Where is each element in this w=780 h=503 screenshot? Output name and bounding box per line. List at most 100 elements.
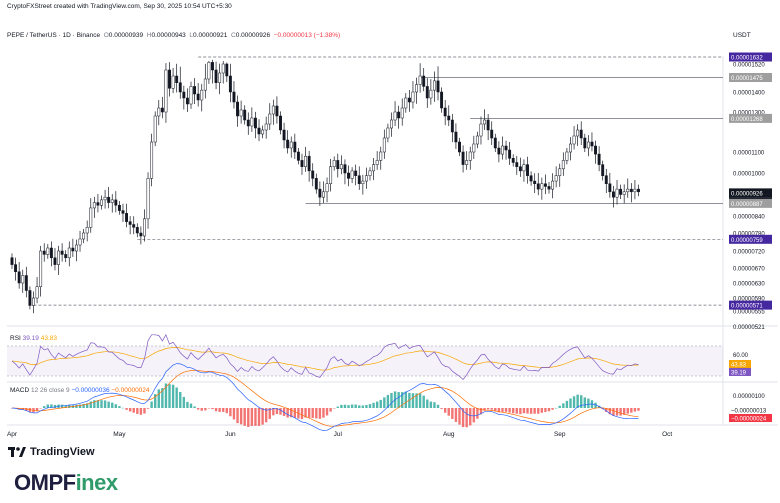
change-value: −0.00000013 (−1.38%) bbox=[273, 32, 341, 39]
price-tick-label: 0.00001000 bbox=[733, 172, 765, 178]
macd-hist-bar bbox=[318, 408, 322, 419]
macd-hist-bar bbox=[229, 408, 232, 417]
macd-hist-bar bbox=[379, 399, 382, 408]
macd-hist-bar bbox=[619, 408, 622, 416]
candle-up bbox=[411, 91, 415, 103]
price-badge: 0.00000887 bbox=[729, 198, 772, 208]
candle-down bbox=[450, 119, 454, 133]
candle-up bbox=[171, 75, 175, 89]
rsi-badge-bg bbox=[729, 360, 751, 368]
macd-hist-bar bbox=[204, 408, 207, 411]
time-axis-label: May bbox=[113, 431, 126, 438]
macd-hist-bar bbox=[107, 401, 110, 408]
macd-hist-bar bbox=[286, 408, 289, 418]
candle-down bbox=[397, 111, 401, 119]
candle-up bbox=[368, 170, 372, 176]
macd-hist-bar bbox=[46, 404, 49, 408]
price-badge-label: 0.00000887 bbox=[731, 202, 763, 208]
macd-hist-bar bbox=[569, 398, 572, 408]
candle-down bbox=[604, 175, 608, 184]
macd-hist-bar bbox=[96, 400, 100, 408]
candle-down bbox=[511, 158, 515, 163]
candle-down bbox=[440, 91, 444, 109]
macd-hist-bar bbox=[35, 408, 39, 412]
candle-down bbox=[343, 164, 347, 174]
macd-hist-bar bbox=[82, 403, 85, 408]
candle-down bbox=[14, 264, 18, 273]
candle-up bbox=[393, 111, 397, 121]
candle-up bbox=[418, 75, 422, 85]
macd-hist-bar bbox=[182, 396, 186, 408]
price-tick-label: 0.00001100 bbox=[733, 151, 765, 157]
candle-down bbox=[243, 109, 247, 121]
macd-hist-bar bbox=[50, 404, 53, 408]
macd-hist-bar bbox=[515, 408, 518, 414]
candle-up bbox=[250, 117, 254, 127]
symbol-name[interactable]: PEPE / TetherUS · 1D · Binance bbox=[7, 32, 101, 39]
macd-hist-bar bbox=[533, 408, 536, 414]
price-tick-label: 0.00000555 bbox=[733, 310, 765, 316]
macd-hist-bar bbox=[576, 394, 579, 408]
price-badge-label: 0.00001475 bbox=[731, 76, 763, 82]
candle-up bbox=[78, 238, 82, 246]
candle-up bbox=[479, 123, 483, 137]
price-badge-bg bbox=[729, 300, 772, 310]
candle-down bbox=[228, 75, 232, 93]
macd-hist-bar bbox=[383, 397, 386, 408]
macd-hist-bar bbox=[497, 408, 501, 413]
candle-down bbox=[135, 227, 139, 234]
candle-down bbox=[60, 250, 64, 255]
candle-up bbox=[615, 188, 619, 198]
macd-hist-bar bbox=[343, 404, 347, 408]
macd-params: 12 26 close 9 bbox=[31, 387, 71, 394]
candle-up bbox=[110, 199, 114, 203]
macd-hist-bar bbox=[368, 404, 372, 408]
candle-up bbox=[39, 250, 43, 287]
candle-down bbox=[347, 172, 350, 179]
macd-hist-bar bbox=[404, 391, 407, 408]
macd-hist-bar bbox=[429, 401, 433, 408]
price-badge-bg bbox=[729, 73, 772, 82]
candle-up bbox=[554, 175, 558, 182]
macd-hist-bar bbox=[501, 408, 504, 412]
price-badge-bg bbox=[729, 188, 772, 198]
candle-down bbox=[232, 91, 236, 103]
macd-hist-bar bbox=[111, 402, 114, 408]
candle-up bbox=[264, 123, 268, 131]
macd-hist-bar bbox=[386, 394, 390, 408]
macd-hist-bar bbox=[504, 408, 508, 412]
candle-down bbox=[17, 271, 21, 284]
price-tick-label: 0.00001300 bbox=[733, 111, 765, 117]
macd-hist-bar bbox=[476, 408, 479, 419]
candle-down bbox=[407, 97, 411, 103]
macd-hist-bar bbox=[114, 404, 118, 408]
candle-down bbox=[336, 160, 340, 170]
macd-hist-bar bbox=[508, 408, 511, 413]
candle-up bbox=[67, 247, 71, 259]
macd-hist-bar bbox=[422, 395, 425, 408]
candle-down bbox=[307, 155, 311, 172]
macd-hist-bar bbox=[594, 402, 597, 408]
price-badge: 0.00001268 bbox=[729, 113, 772, 123]
high-value: 0.00000943 bbox=[151, 32, 186, 39]
candle-up bbox=[271, 105, 275, 115]
candle-down bbox=[296, 151, 300, 161]
candle-up bbox=[565, 151, 569, 161]
macd-hist-bar bbox=[479, 408, 483, 415]
macd-hist-bar bbox=[375, 401, 379, 408]
candle-up bbox=[261, 129, 265, 135]
close-value: 0.00000926 bbox=[235, 32, 271, 39]
candle-up bbox=[379, 151, 383, 161]
currency-unit[interactable]: USDT bbox=[733, 32, 751, 39]
macd-hist-bar bbox=[519, 408, 522, 415]
price-tick-label: 0.00001400 bbox=[733, 91, 765, 97]
candle-up bbox=[325, 183, 329, 193]
macd-hist-bar bbox=[558, 405, 561, 408]
candle-down bbox=[458, 141, 461, 153]
macd-hist-bar bbox=[60, 404, 64, 408]
candle-up bbox=[468, 151, 472, 161]
price-chart[interactable]: 0.000015200.000014700.000014000.00001300… bbox=[0, 0, 780, 445]
candle-down bbox=[597, 153, 601, 165]
candle-down bbox=[71, 247, 75, 252]
macd-hist-bar bbox=[243, 408, 246, 426]
